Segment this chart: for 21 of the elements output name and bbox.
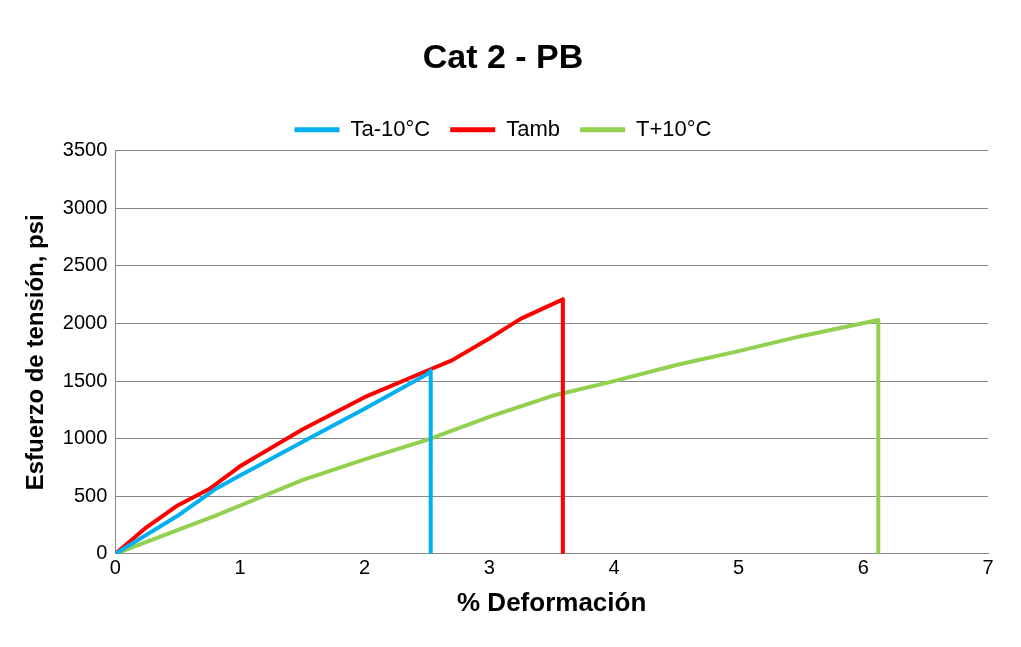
- x-tick-label: 1: [234, 556, 246, 579]
- chart-title: Cat 2 - PB: [422, 36, 584, 75]
- legend-label: Ta-10°C: [350, 115, 431, 141]
- legend-label: Tamb: [506, 115, 561, 141]
- y-tick-label: 2000: [62, 311, 108, 334]
- x-tick-label: 3: [483, 556, 495, 579]
- x-axis-title: % Deformación: [457, 586, 647, 617]
- y-tick-label: 1500: [62, 368, 108, 391]
- x-tick-label: 6: [857, 556, 869, 579]
- y-tick-label: 3500: [62, 138, 108, 161]
- x-tick-label: 4: [608, 556, 620, 579]
- y-tick-label: 500: [73, 483, 108, 506]
- y-tick-label: 3000: [62, 195, 108, 218]
- y-tick-label: 0: [96, 541, 108, 564]
- y-tick-label: 1000: [62, 426, 108, 449]
- x-tick-label: 5: [733, 556, 745, 579]
- y-tick-label: 2500: [62, 253, 108, 276]
- x-tick-label: 7: [982, 556, 994, 579]
- legend-label: T+10°C: [636, 115, 712, 141]
- x-tick-label: 2: [359, 556, 371, 579]
- y-axis-title: Esfuerzo de tensión, psi: [21, 214, 49, 491]
